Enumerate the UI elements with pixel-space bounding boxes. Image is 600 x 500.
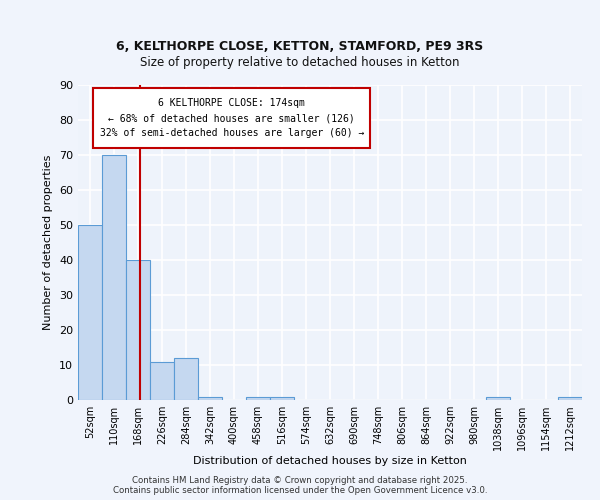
Text: Contains HM Land Registry data © Crown copyright and database right 2025.
Contai: Contains HM Land Registry data © Crown c… (113, 476, 487, 495)
Bar (246, 396, 270, 400)
Y-axis label: Number of detached properties: Number of detached properties (43, 155, 53, 330)
X-axis label: Distribution of detached houses by size in Ketton: Distribution of detached houses by size … (193, 456, 467, 466)
Bar (78, 225, 102, 400)
Text: 6, KELTHORPE CLOSE, KETTON, STAMFORD, PE9 3RS: 6, KELTHORPE CLOSE, KETTON, STAMFORD, PE… (116, 40, 484, 52)
FancyBboxPatch shape (93, 88, 370, 148)
Bar (150, 362, 174, 400)
Bar (198, 396, 222, 400)
Bar (270, 396, 294, 400)
Bar (126, 260, 150, 400)
Text: Size of property relative to detached houses in Ketton: Size of property relative to detached ho… (140, 56, 460, 69)
Bar (558, 396, 582, 400)
Bar (102, 155, 126, 400)
Bar (486, 396, 510, 400)
Text: 6 KELTHORPE CLOSE: 174sqm
← 68% of detached houses are smaller (126)
32% of semi: 6 KELTHORPE CLOSE: 174sqm ← 68% of detac… (100, 98, 364, 138)
Bar (174, 358, 198, 400)
